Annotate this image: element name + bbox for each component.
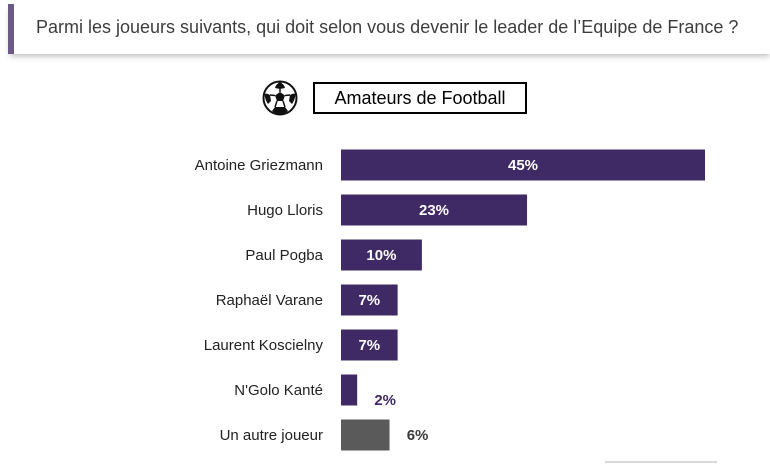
value-label: 10% — [366, 247, 396, 264]
segment-label: Amateurs de Football — [334, 87, 506, 108]
bar — [341, 329, 398, 361]
value-label: 2% — [374, 392, 396, 409]
question-header: Parmi les joueurs suivants, qui doit sel… — [8, 4, 770, 54]
category-label: Un autre joueur — [220, 427, 323, 444]
value-label: 7% — [358, 337, 380, 354]
bar — [341, 239, 422, 271]
question-text: Parmi les joueurs suivants, qui doit sel… — [36, 17, 739, 37]
bar-chart: Antoine Griezmann 45% Hugo Lloris 23% Paul P… — [195, 149, 705, 451]
bar — [341, 149, 705, 181]
value-label: 45% — [508, 157, 538, 174]
category-label: Hugo Lloris — [247, 202, 323, 219]
value-label: 6% — [407, 427, 429, 444]
value-label: 23% — [419, 202, 449, 219]
value-label: 7% — [358, 292, 380, 309]
bar — [341, 374, 358, 406]
bar — [341, 284, 398, 316]
bar — [341, 194, 528, 226]
category-label: Raphaël Varane — [216, 292, 323, 309]
segment-label-box: Amateurs de Football — [313, 82, 527, 114]
category-label: N'Golo Kanté — [234, 382, 323, 399]
category-label: Antoine Griezmann — [195, 157, 323, 174]
bar — [341, 419, 390, 451]
soccer-ball-icon — [262, 80, 298, 116]
category-label: Paul Pogba — [245, 247, 323, 264]
footer-divider — [605, 461, 717, 463]
category-label: Laurent Koscielny — [204, 337, 324, 354]
